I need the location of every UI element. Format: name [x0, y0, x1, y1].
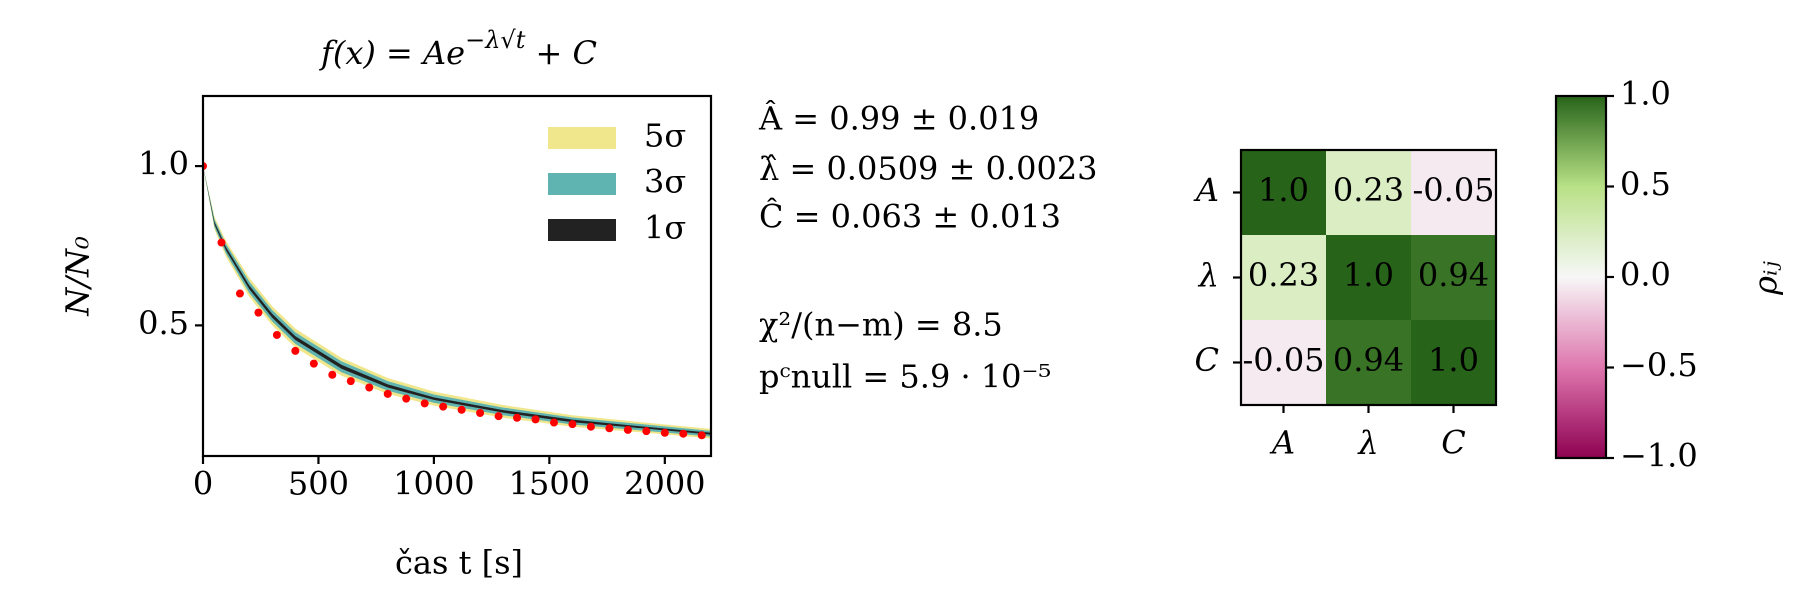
data-point: [513, 413, 522, 422]
cell-label: 1.0: [1343, 256, 1394, 294]
confidence-band: [203, 166, 711, 439]
colorbar-tick-label: 1.0: [1620, 75, 1671, 113]
x-tick-label: C: [1441, 424, 1465, 462]
plot-area: [203, 162, 711, 440]
data-point: [568, 420, 577, 429]
data-point: [679, 429, 688, 438]
data-point: [605, 424, 614, 433]
x-tick-label: 0: [193, 465, 213, 503]
x-tick-label: 1000: [393, 465, 474, 503]
colorbar-tick-label: −0.5: [1620, 346, 1698, 384]
heatmap-cell: [1411, 235, 1496, 320]
data-point: [494, 412, 503, 421]
title-end: + C: [525, 34, 597, 72]
legend-label: 1σ: [644, 209, 686, 247]
annotation: Â = 0.99 ± 0.019: [758, 100, 1039, 138]
heatmap-cell: [1241, 235, 1326, 320]
data-point: [217, 238, 226, 247]
x-tick-label: 2000: [624, 465, 705, 503]
legend-label: 3σ: [644, 163, 686, 201]
data-point: [365, 383, 374, 392]
cell-label: 1.0: [1428, 341, 1479, 379]
cell-label: -0.05: [1242, 341, 1324, 379]
cell-label: 0.94: [1418, 256, 1489, 294]
data-point: [623, 425, 632, 434]
legend-swatch: [548, 173, 616, 195]
heatmap-cell: [1411, 320, 1496, 405]
colorbar-tick-label: 0.0: [1620, 256, 1671, 294]
colorbar-tick-label: 0.5: [1620, 165, 1671, 203]
data-point: [291, 346, 300, 355]
annotation: λ̂ = 0.0509 ± 0.0023: [759, 150, 1098, 188]
title-base: f(x) = Ae: [319, 34, 465, 72]
y-tick-label: 1.0: [138, 145, 189, 183]
heatmap-cell: [1326, 320, 1411, 405]
chart-title: f(x) = Ae−λ√t + C: [319, 26, 597, 72]
cell-label: 0.23: [1333, 171, 1404, 209]
data-point: [254, 308, 263, 317]
heatmap-cell: [1241, 150, 1326, 235]
x-tick-label: A: [1269, 424, 1295, 462]
legend-label: 5σ: [644, 117, 686, 155]
data-point: [642, 427, 651, 436]
data-point: [439, 402, 448, 411]
heatmap-cell: [1411, 150, 1496, 235]
confidence-band: [203, 166, 711, 435]
confidence-band: [203, 166, 711, 437]
data-point: [309, 359, 318, 368]
heatmap-cell: [1326, 235, 1411, 320]
annotation: pᶜnull = 5.9 · 10⁻⁵: [759, 358, 1051, 396]
colorbar-label: ρᵢⱼ: [1747, 261, 1785, 296]
y-tick-label: A: [1193, 171, 1219, 209]
data-point: [457, 405, 466, 414]
legend-swatch: [548, 219, 616, 241]
data-point: [272, 330, 281, 339]
y-tick-label: λ: [1197, 256, 1219, 294]
annotation: χ²/(n−m) = 8.5: [759, 306, 1003, 344]
x-tick-label: 1500: [509, 465, 590, 503]
title-sup: −λ√t: [465, 26, 526, 54]
data-point: [549, 418, 558, 427]
data-point: [476, 408, 485, 417]
data-point: [697, 431, 706, 440]
cell-label: 1.0: [1258, 171, 1309, 209]
data-point: [346, 377, 355, 386]
colorbar-tick-label: −1.0: [1620, 437, 1698, 475]
x-tick-label: 500: [288, 465, 349, 503]
annotation: Ĉ = 0.063 ± 0.013: [759, 198, 1061, 236]
x-axis-label: čas t [s]: [395, 544, 523, 582]
legend-swatch: [548, 127, 616, 149]
data-point: [660, 428, 669, 437]
y-axis-label: N/N₀: [59, 236, 97, 317]
axes-frame: [201, 94, 713, 458]
data-point: [383, 389, 392, 398]
cell-label: 0.94: [1333, 341, 1404, 379]
fit-results: Â = 0.99 ± 0.019 λ̂ = 0.0509 ± 0.0023 Ĉ …: [758, 100, 1098, 396]
data-point: [531, 415, 540, 424]
data-point: [402, 394, 411, 403]
y-tick-label: C: [1195, 341, 1219, 379]
data-point: [235, 289, 244, 298]
cell-label: -0.05: [1412, 171, 1494, 209]
data-point: [328, 370, 337, 379]
heatmap-cell: [1326, 150, 1411, 235]
heatmap-cell: [1241, 320, 1326, 405]
colorbar: [1554, 94, 1608, 460]
x-tick-label: λ: [1356, 424, 1378, 462]
data-point: [586, 422, 595, 431]
data-point: [420, 399, 429, 408]
cell-label: 0.23: [1248, 256, 1319, 294]
y-tick-label: 0.5: [138, 304, 189, 342]
